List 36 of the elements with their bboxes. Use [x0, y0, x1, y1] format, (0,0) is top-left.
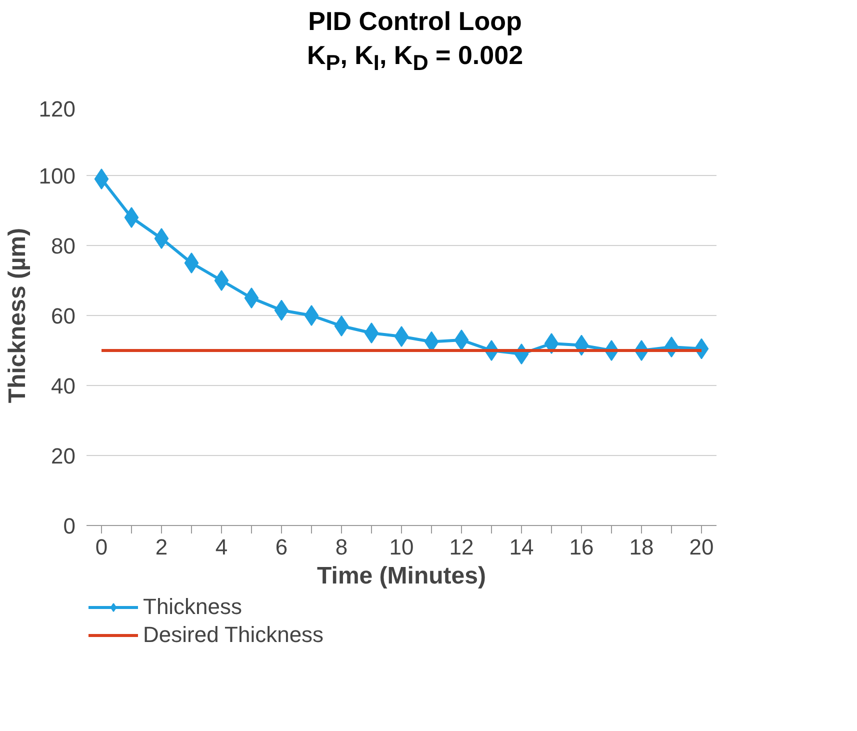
y-tick-label: 20 [51, 444, 76, 468]
chart-subtitle: K$_{P}$, K$_{I}$, K$_{D}$ = 0.002 [306, 40, 524, 75]
y-axis-title: Thickness (µm) [4, 228, 31, 404]
y-tick-label: 120 [38, 96, 76, 122]
legend-label: Thickness [143, 594, 242, 620]
y-tick-label: 0 [63, 514, 76, 538]
point [364, 322, 379, 344]
point [544, 333, 559, 354]
x-tick-label: 10 [389, 534, 414, 560]
x-tick-label: 6 [275, 534, 288, 560]
x-tick-label: 14 [509, 534, 534, 560]
y-tick-label: 60 [51, 304, 76, 328]
point [334, 316, 349, 336]
x-axis-title: Time (Minutes) [317, 562, 486, 590]
x-tick-label: 8 [335, 534, 348, 560]
y-tick-label: 100 [38, 164, 76, 188]
point [244, 288, 259, 308]
y-tick-label: 80 [51, 234, 76, 258]
legend-label: Desired Thickness [143, 622, 324, 648]
point [184, 252, 199, 274]
x-tick-label: 2 [155, 534, 168, 560]
x-tick-label: 12 [449, 534, 474, 560]
chart-title: PID Control Loop [308, 6, 522, 36]
x-tick-label: 20 [689, 534, 714, 560]
point [304, 305, 319, 326]
x-tick-label: 16 [569, 534, 594, 560]
point [94, 168, 109, 190]
point [454, 330, 469, 350]
point [214, 270, 229, 291]
x-tick-label: 0 [95, 534, 108, 560]
y-tick-label: 40 [51, 374, 76, 398]
point [124, 207, 139, 228]
x-tick-label: 18 [629, 534, 654, 560]
point [154, 228, 169, 249]
point [394, 326, 409, 347]
x-tick-label: 4 [215, 534, 228, 560]
